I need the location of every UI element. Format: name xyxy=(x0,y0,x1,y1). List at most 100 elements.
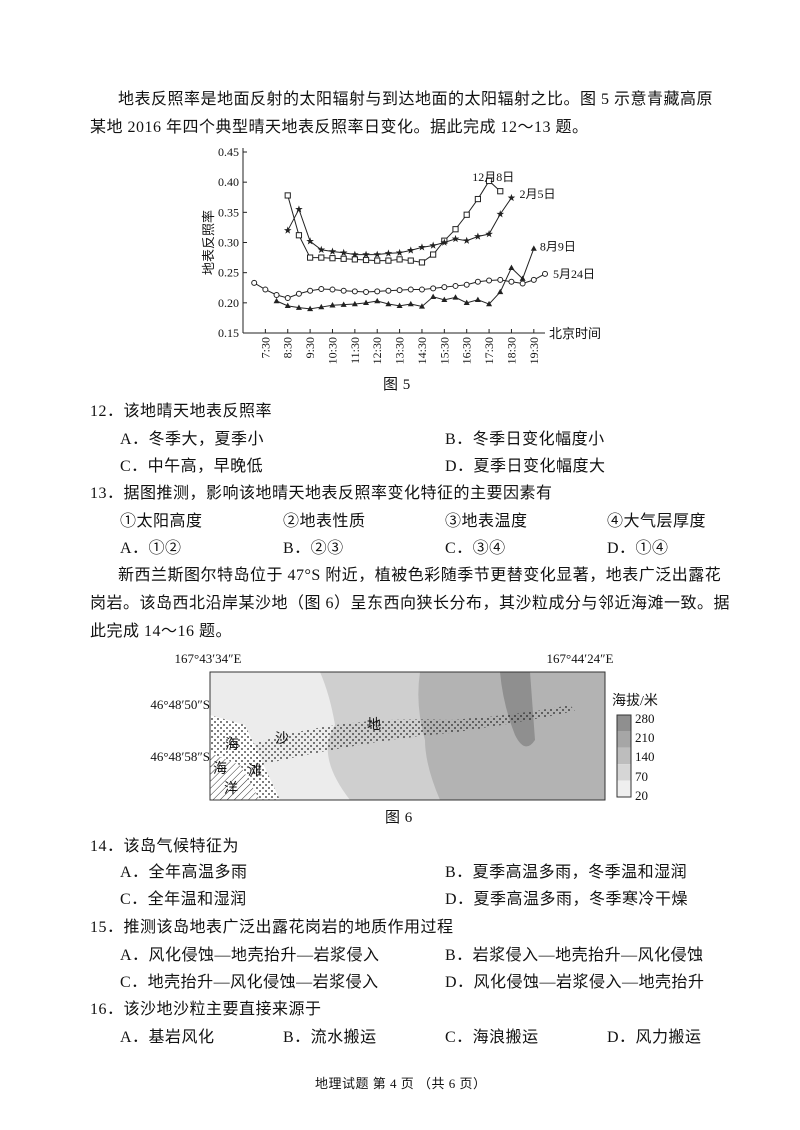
item: ④大气层厚度 xyxy=(607,513,707,530)
point xyxy=(463,281,470,288)
question-stem: 14．该岛气候特征为 xyxy=(90,838,240,855)
option: A．①② xyxy=(120,540,182,557)
point xyxy=(507,193,516,202)
place-label: 洋 xyxy=(224,781,238,797)
legend-label: 210 xyxy=(635,730,655,745)
series-label: 5月24日 xyxy=(553,267,595,281)
point xyxy=(508,264,515,271)
option: D．夏季日变化幅度大 xyxy=(445,458,606,475)
option: C．③④ xyxy=(445,540,506,557)
point xyxy=(418,259,426,266)
intro-line: 新西兰斯图尔特岛位于 47°S 附近，植被色彩随季节更替变化显著，地表广泛出露花 xyxy=(118,567,722,584)
point xyxy=(374,288,381,295)
point xyxy=(262,286,269,293)
option: C．地壳抬升—风化侵蚀—岩浆侵入 xyxy=(120,974,379,991)
y-axis-label: 地表反照率 xyxy=(201,210,216,275)
point xyxy=(374,257,381,264)
point xyxy=(485,230,493,238)
x-tick-label: 11:30 xyxy=(348,337,362,364)
point xyxy=(474,278,481,285)
point xyxy=(530,276,537,283)
point xyxy=(407,300,414,307)
point xyxy=(340,255,347,262)
point xyxy=(284,295,291,302)
option: C．全年温和湿润 xyxy=(120,891,247,908)
item: ②地表性质 xyxy=(283,513,366,530)
longitude-label: 167°44′24″E xyxy=(547,651,614,666)
latitude-label: 46°48′58″S xyxy=(150,749,210,764)
option: B．流水搬运 xyxy=(283,1029,377,1046)
intro-line: 某地 2016 年四个典型晴天地表反照率日变化。据此完成 12～13 题。 xyxy=(90,119,589,136)
point xyxy=(530,245,537,251)
question-stem: 12．该地晴天地表反照率 xyxy=(90,403,273,420)
point xyxy=(363,299,370,306)
x-tick-label: 14:30 xyxy=(415,337,429,364)
option: D．夏季高温多雨，冬季寒冷干燥 xyxy=(445,891,689,908)
point xyxy=(418,286,425,293)
point xyxy=(295,232,303,239)
point xyxy=(351,256,358,263)
option: A．冬季大，夏季小 xyxy=(120,431,265,448)
x-tick-label: 19:30 xyxy=(527,337,541,364)
point xyxy=(351,288,358,295)
map-area xyxy=(209,671,606,801)
point xyxy=(396,287,403,294)
point xyxy=(497,188,504,195)
point xyxy=(508,278,515,285)
point xyxy=(418,303,425,309)
point xyxy=(497,276,504,283)
point xyxy=(474,232,482,240)
footer: 地理试题 第 4 页 （共 6 页） xyxy=(315,1076,487,1091)
point xyxy=(251,279,258,286)
x-axis-label: 北京时间 xyxy=(549,326,601,341)
x-tick-label: 17:30 xyxy=(482,337,496,364)
point xyxy=(396,256,403,263)
legend-label: 70 xyxy=(635,769,648,784)
x-tick-label: 16:30 xyxy=(460,337,474,364)
x-tick-label: 15:30 xyxy=(437,337,451,364)
x-tick-label: 12:30 xyxy=(370,337,384,364)
item: ①太阳高度 xyxy=(120,513,203,530)
option: B．冬季日变化幅度小 xyxy=(445,431,605,448)
series-label: 8月9日 xyxy=(540,240,576,254)
point xyxy=(340,301,347,307)
x-tick-label: 8:30 xyxy=(281,337,295,358)
series-line xyxy=(287,180,501,263)
point xyxy=(284,302,291,309)
point xyxy=(318,285,325,292)
series: 2月5日 xyxy=(283,187,555,258)
point xyxy=(363,288,370,295)
place-label: 滩 xyxy=(248,763,262,779)
point xyxy=(519,275,526,281)
point xyxy=(283,226,292,234)
intro-line: 地表反照率是地面反射的太阳辐射与到达地面的太阳辐射之比。图 5 示意青藏高原 xyxy=(118,91,714,108)
point xyxy=(385,300,392,307)
point xyxy=(474,195,481,203)
series: 5月24日 xyxy=(251,267,595,302)
point xyxy=(307,305,314,312)
point xyxy=(429,241,437,249)
point xyxy=(441,284,448,291)
y-tick-label: 0.30 xyxy=(218,236,239,250)
legend-title: 海拔/米 xyxy=(612,693,658,709)
point xyxy=(362,256,370,264)
point xyxy=(395,248,404,256)
x-tick-label: 9:30 xyxy=(303,337,317,358)
point xyxy=(486,300,493,307)
y-tick-label: 0.20 xyxy=(218,296,239,310)
point xyxy=(407,257,414,264)
option: B．夏季高温多雨，冬季温和湿润 xyxy=(445,864,688,881)
place-label: 地 xyxy=(367,717,381,733)
point xyxy=(306,237,314,245)
figure-6-map: 167°43′34″E 167°44′24″E 46°48′50″S 46°48… xyxy=(150,651,658,803)
point xyxy=(452,226,459,233)
question-stem: 16．该沙地沙粒主要直接来源于 xyxy=(90,1001,322,1018)
y-tick-label: 0.25 xyxy=(218,266,239,280)
point xyxy=(373,250,382,258)
point xyxy=(519,280,526,287)
question-stem: 13．据图推测，影响该地晴天地表反照率变化特征的主要因素有 xyxy=(90,485,553,502)
option: B．②③ xyxy=(283,540,344,557)
point xyxy=(295,205,303,213)
x-tick-label: 13:30 xyxy=(393,337,407,364)
